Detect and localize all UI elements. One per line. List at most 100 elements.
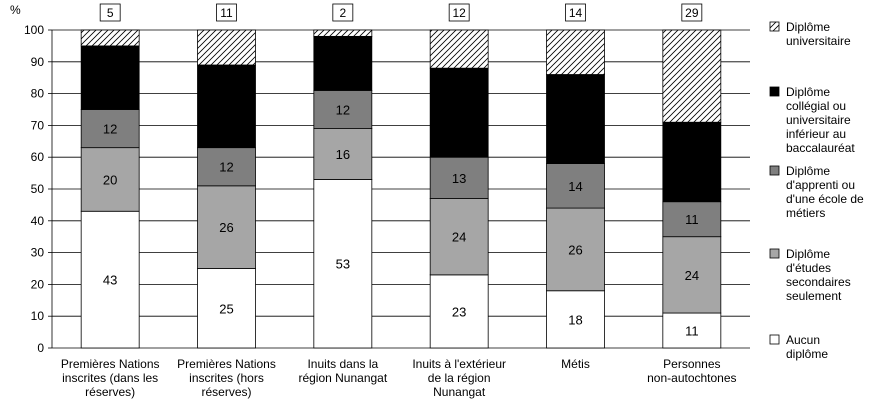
bar-segment xyxy=(662,29,722,123)
top-value-box xyxy=(216,3,237,22)
top-value-box xyxy=(565,3,586,22)
top-value-label: 14 xyxy=(569,6,583,20)
x-category-label: non-autochtones xyxy=(647,371,736,385)
bar-segment xyxy=(546,163,605,209)
data-label: 24 xyxy=(452,230,466,245)
bar-segment xyxy=(546,29,605,75)
y-tick-label: 30 xyxy=(31,246,45,260)
legend-label: seulement xyxy=(786,289,842,303)
bar-segment xyxy=(197,29,256,66)
x-category-label: Premières Nations xyxy=(61,357,160,371)
y-tick-label: 60 xyxy=(31,150,45,164)
data-label: 43 xyxy=(103,273,117,288)
legend-label: baccalauréat xyxy=(786,141,855,155)
legend-label: diplôme xyxy=(786,347,828,361)
bar-segment xyxy=(313,29,373,37)
data-label: 23 xyxy=(452,304,466,319)
x-category-label: Inuits dans la xyxy=(307,357,378,371)
bar-segment xyxy=(80,29,140,47)
y-tick-label: 0 xyxy=(37,341,44,355)
legend-label: Diplôme xyxy=(786,85,830,99)
data-label: 12 xyxy=(103,122,117,137)
x-category-label: Nunangat xyxy=(433,385,486,399)
gridlines xyxy=(52,29,750,317)
y-tick-label: 50 xyxy=(31,182,45,196)
bar-segment xyxy=(429,274,489,349)
top-value-box xyxy=(448,3,470,22)
legend-label: d'apprenti ou xyxy=(786,178,855,192)
bar-segment xyxy=(197,147,256,187)
legend-label: d'études xyxy=(786,261,831,275)
x-category-label: région Nunangat xyxy=(298,371,387,385)
x-category-label: Inuits à l'extérieur xyxy=(412,357,506,371)
bar-segment xyxy=(662,312,722,349)
data-label: 12 xyxy=(219,160,233,175)
bar-segment xyxy=(429,29,489,69)
data-label: 20 xyxy=(103,71,117,86)
data-label: 18 xyxy=(568,312,582,327)
top-value-label: 11 xyxy=(220,6,233,20)
top-value-boxes: 5 11 2 12 14 29 xyxy=(99,3,703,22)
legend-swatch xyxy=(769,21,780,32)
bar-segment xyxy=(662,201,722,238)
legend-label: secondaires xyxy=(786,275,851,289)
top-value-box xyxy=(332,3,354,22)
legend-label: Aucun xyxy=(786,333,820,347)
legend-label: métiers xyxy=(786,206,825,220)
legend-label: collégial ou xyxy=(786,99,846,113)
data-label: 26 xyxy=(219,220,233,235)
legend-label: inférieur au xyxy=(786,127,846,141)
data-label: 17 xyxy=(336,56,350,71)
bar-segment xyxy=(546,290,605,349)
bar-segment xyxy=(80,45,140,110)
data-label: 11 xyxy=(685,324,699,339)
bar-segment xyxy=(662,236,722,314)
data-label: 11 xyxy=(685,212,699,227)
data-label: 14 xyxy=(568,179,582,194)
data-label: 13 xyxy=(452,171,466,186)
bar-segment xyxy=(546,74,605,164)
legend-label: universitaire xyxy=(786,34,851,48)
y-tick-label: 70 xyxy=(31,118,45,132)
bar-segment xyxy=(80,147,140,212)
top-value-label: 2 xyxy=(339,6,346,20)
legend-label: universitaire xyxy=(786,113,851,127)
y-tick-label: 80 xyxy=(31,87,45,101)
bar-segment xyxy=(197,185,256,269)
data-label: 20 xyxy=(103,172,117,187)
data-label: 53 xyxy=(336,257,350,272)
x-category-label: réserves) xyxy=(85,385,135,399)
legend-swatch xyxy=(769,248,780,259)
bars: 43 20 12 20 25 26 12 26 53 16 12 17 23 24 13 28 18 26 14 28… xyxy=(80,29,722,349)
data-label: 25 xyxy=(219,301,233,316)
bar-segment xyxy=(429,156,489,199)
y-tick-label: 20 xyxy=(31,277,45,291)
legend-label: Diplôme xyxy=(786,164,830,178)
x-category-label: inscrites (dans les xyxy=(62,371,158,385)
y-tick-label: 90 xyxy=(31,55,45,69)
data-label: 28 xyxy=(452,106,466,121)
bar-segment xyxy=(197,64,256,149)
bar-segment xyxy=(313,128,373,180)
legend-swatch xyxy=(769,334,780,345)
legend-swatch xyxy=(769,86,780,97)
data-label: 26 xyxy=(568,242,582,257)
bar-segment xyxy=(546,207,605,292)
x-category-label: de la région xyxy=(428,371,491,385)
data-label: 26 xyxy=(219,99,233,114)
y-tick-label: 10 xyxy=(31,309,45,323)
y-unit-label: % xyxy=(10,3,21,17)
data-label: 25 xyxy=(685,155,699,170)
top-value-box xyxy=(99,3,121,22)
top-value-label: 12 xyxy=(452,6,466,20)
x-category-label: inscrites (hors xyxy=(189,371,264,385)
legend-label: Diplôme xyxy=(786,247,830,261)
x-category-label: Premières Nations xyxy=(177,357,276,371)
x-category-label: Métis xyxy=(561,357,590,371)
legend-label: Diplôme xyxy=(786,20,830,34)
data-label: 12 xyxy=(336,103,350,118)
bar-segment xyxy=(313,90,373,129)
